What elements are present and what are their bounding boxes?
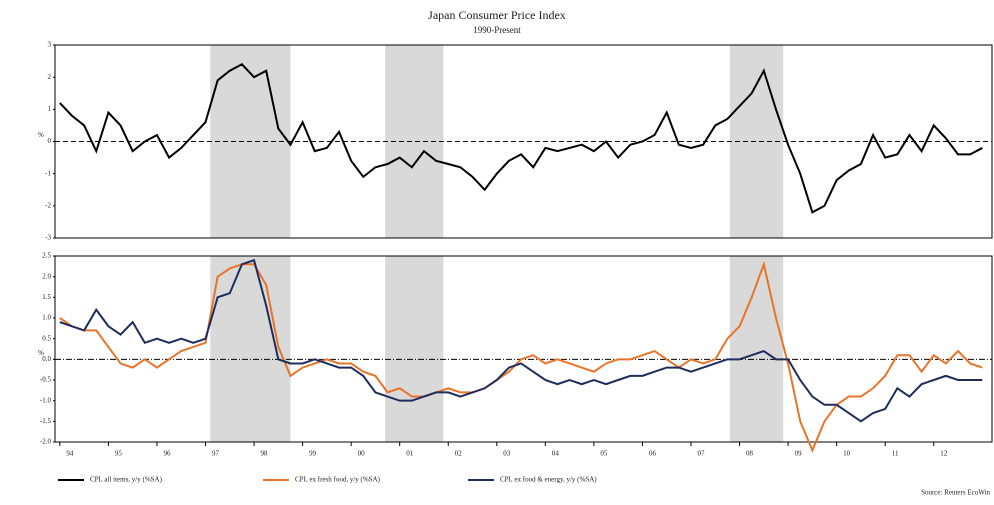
x-tick-label: 03: [503, 450, 511, 458]
y-tick-label: 0: [48, 137, 52, 145]
y-tick-label: 1: [48, 105, 52, 113]
y-tick-label: 2.0: [42, 272, 51, 280]
y-tick-label: -1.0: [40, 396, 52, 404]
x-tick-label: 94: [66, 450, 74, 458]
y-tick-label: 2: [48, 73, 52, 81]
x-tick-label: 98: [261, 450, 269, 458]
y-tick-label: -2.0: [40, 438, 52, 446]
series-line: [59, 258, 983, 423]
series-line: [59, 260, 983, 453]
x-tick-label: 02: [455, 450, 463, 458]
y-tick-label: 0.5: [42, 334, 51, 342]
y-tick-label: 1.0: [42, 314, 51, 322]
y-tick-label: -1.5: [40, 417, 52, 425]
x-tick-label: 99: [309, 450, 317, 458]
series-line: [59, 63, 983, 214]
legend-label: CPI, ex food & energy, y/y (%SA): [500, 476, 597, 484]
plot-frame: [54, 255, 993, 443]
x-tick-label: 11: [892, 450, 899, 458]
legend-label: CPI, all items, y/y (%SA): [90, 476, 163, 484]
x-tick-label: 96: [163, 450, 171, 458]
x-tick-label: 05: [600, 450, 608, 458]
x-tick-label: 06: [649, 450, 657, 458]
y-tick-label: -1: [45, 169, 51, 177]
x-tick-label: 12: [940, 450, 948, 458]
x-tick-label: 09: [795, 450, 803, 458]
y-tick-label: 0.0: [42, 355, 51, 363]
x-tick-label: 04: [552, 450, 560, 458]
y-tick-label: 2.5: [42, 252, 51, 260]
y-axis-label: %: [38, 349, 44, 357]
x-tick-label: 97: [212, 450, 220, 458]
source-note: Source: Reuters EcoWin: [921, 489, 990, 497]
x-tick-label: 95: [115, 450, 123, 458]
y-tick-label: 3: [48, 41, 52, 49]
legend-label: CPI, ex fresh food, y/y (%SA): [295, 476, 381, 484]
y-tick-label: -2: [45, 201, 51, 209]
x-tick-label: 01: [406, 450, 414, 458]
x-tick-label: 08: [746, 450, 754, 458]
chart-subtitle: 1990-Present: [473, 25, 521, 35]
chart-title: Japan Consumer Price Index: [428, 8, 566, 22]
x-tick-label: 00: [358, 450, 366, 458]
recession-band: [210, 256, 291, 442]
x-tick-label: 10: [843, 450, 851, 458]
x-tick-label: 07: [697, 450, 705, 458]
recession-band: [385, 256, 444, 442]
y-tick-label: -3: [45, 234, 51, 242]
y-tick-label: -0.5: [40, 376, 52, 384]
y-axis-label: %: [38, 131, 44, 139]
y-tick-label: 1.5: [42, 293, 51, 301]
